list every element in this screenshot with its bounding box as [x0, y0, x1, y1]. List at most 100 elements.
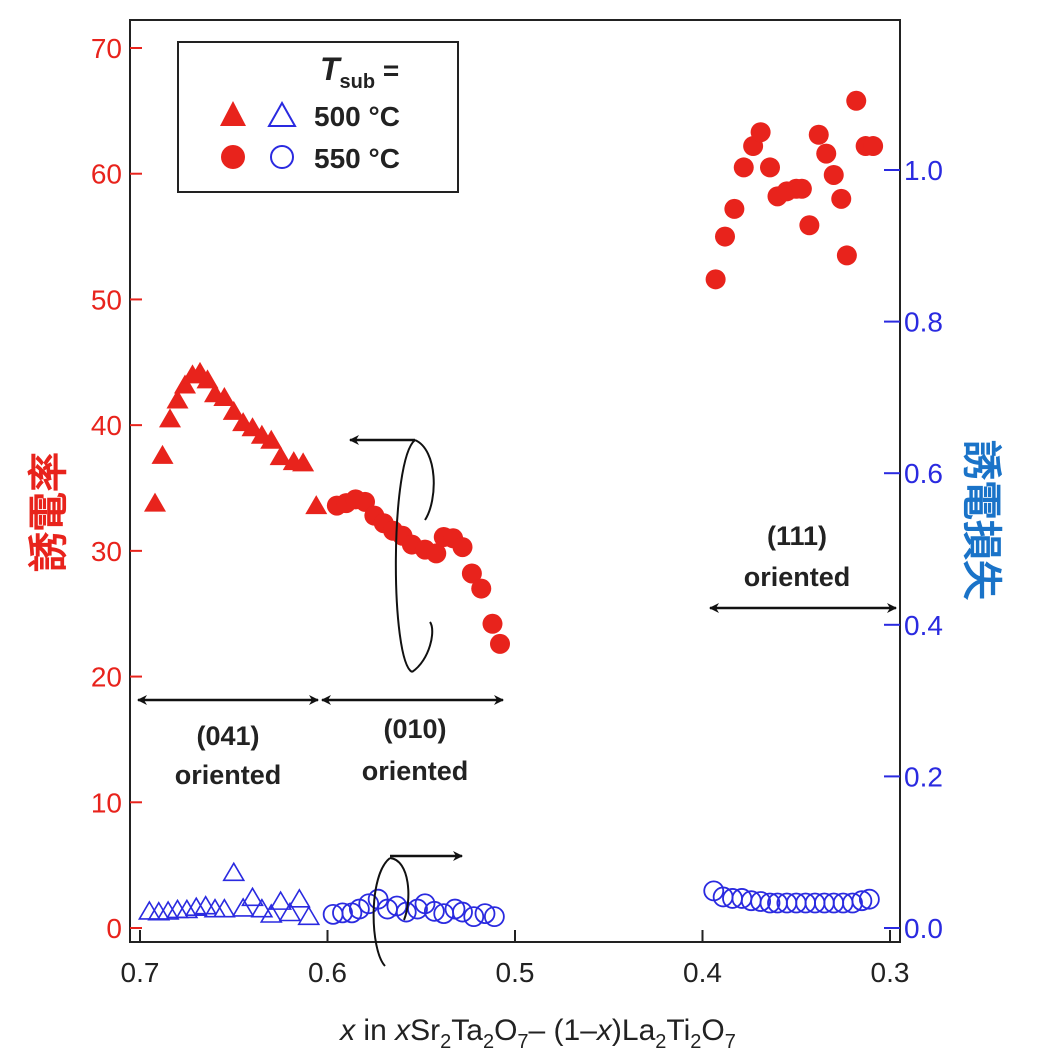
point-series-3	[858, 888, 880, 910]
point-series-0	[151, 444, 174, 464]
point-series-3	[842, 892, 863, 914]
right-axis-indicator	[372, 851, 463, 967]
annotation-111-sub: oriented	[744, 562, 851, 592]
point-series-0	[166, 389, 189, 409]
legend-marker-500-open-triangle	[267, 100, 297, 127]
point-series-1	[760, 157, 780, 178]
legend-marker-500-solid-triangle	[220, 101, 246, 126]
y-left-tick-label: 60	[91, 159, 122, 190]
y-left-tick-label: 30	[91, 536, 122, 567]
point-series-0	[144, 492, 166, 512]
point-series-3	[463, 906, 485, 928]
point-series-2	[287, 888, 311, 908]
legend-entry-550: 550 °C	[314, 143, 400, 174]
point-series-1	[750, 122, 771, 143]
point-series-2	[184, 896, 208, 916]
point-series-3	[358, 893, 380, 915]
x-tick-label: 0.6	[308, 957, 347, 988]
annotation-010-label: (010)	[383, 714, 446, 744]
point-series-0	[213, 387, 236, 407]
point-series-0	[222, 400, 245, 420]
annotation-111-label: (111)	[767, 521, 827, 551]
y-right-tick-label: 0.2	[904, 761, 943, 792]
point-series-1	[452, 537, 473, 558]
point-series-3	[759, 892, 781, 914]
point-series-3	[332, 902, 353, 924]
point-series-2	[231, 897, 255, 917]
y-right-tick-label: 0.0	[904, 913, 943, 944]
legend-box	[177, 41, 459, 193]
x-tick-label: 0.5	[496, 957, 535, 988]
point-series-3	[474, 903, 496, 924]
point-series-2	[175, 898, 199, 919]
point-series-1	[426, 543, 447, 564]
point-series-2	[259, 903, 283, 923]
point-series-3	[851, 890, 873, 912]
point-series-1	[846, 90, 867, 111]
x-axis: 0.7 0.6 0.5 0.4 0.3	[121, 930, 910, 988]
point-series-2	[269, 890, 293, 910]
point-series-1	[705, 269, 726, 290]
point-series-0	[269, 446, 292, 466]
y-left-tick-label: 10	[91, 787, 122, 818]
point-series-0	[196, 369, 219, 389]
point-series-0	[159, 408, 181, 428]
y-left-tick-label: 40	[91, 410, 122, 441]
point-series-1	[808, 124, 829, 145]
point-series-2	[250, 898, 274, 918]
y-right-tick-label: 0.8	[904, 307, 943, 338]
data-points	[137, 90, 884, 928]
point-series-1	[715, 226, 735, 247]
y-axis-left: 0 10 20 30 40 50 60 70	[91, 33, 142, 944]
legend: Tsub = 500 °C 550 °C	[177, 41, 459, 193]
annotation-010-sub: oriented	[362, 756, 469, 786]
point-series-2	[241, 886, 264, 907]
x-axis-title: x in xSr2Ta2O7– (1–x)La2Ti2O7	[338, 1014, 736, 1053]
legend-title: Tsub =	[320, 51, 399, 93]
y-axis-right-title: 誘電損失	[958, 440, 1004, 601]
point-series-1	[724, 198, 745, 219]
point-series-1	[831, 188, 852, 209]
point-series-1	[863, 136, 884, 157]
y-left-tick-label: 70	[91, 33, 122, 64]
point-series-1	[816, 143, 837, 164]
point-series-1	[836, 245, 857, 266]
point-series-1	[461, 563, 482, 584]
y-right-tick-label: 0.4	[904, 610, 943, 641]
y-right-tick-label: 1.0	[904, 155, 943, 186]
point-series-1	[471, 578, 492, 599]
point-series-0	[305, 495, 328, 515]
point-series-3	[423, 900, 445, 922]
point-series-1	[799, 215, 820, 236]
point-series-1	[791, 178, 812, 199]
y-left-tick-label: 0	[106, 913, 122, 944]
legend-entry-500: 500 °C	[314, 101, 400, 132]
point-series-0	[260, 429, 283, 449]
point-series-2	[278, 901, 302, 922]
y-right-tick-label: 0.6	[904, 458, 943, 489]
point-series-2	[137, 900, 161, 920]
point-series-3	[395, 901, 417, 923]
x-tick-label: 0.7	[121, 957, 160, 988]
point-series-0	[292, 452, 315, 472]
point-series-1	[733, 157, 754, 178]
legend-marker-550-solid-circle	[221, 145, 245, 169]
point-series-3	[750, 891, 772, 912]
legend-marker-550-open-circle	[270, 145, 294, 169]
y-left-tick-label: 50	[91, 284, 122, 315]
y-left-tick-label: 20	[91, 662, 122, 693]
point-series-3	[483, 906, 505, 928]
y-axis-left-title: 誘電率	[26, 452, 72, 572]
annotation-041-label: (041)	[196, 721, 259, 751]
point-series-1	[490, 633, 510, 654]
point-series-2	[156, 900, 180, 920]
point-series-1	[823, 164, 844, 185]
point-series-3	[452, 901, 473, 923]
point-series-1	[482, 613, 503, 634]
point-series-2	[222, 861, 246, 882]
point-series-2	[212, 898, 236, 918]
point-series-0	[174, 374, 196, 394]
x-tick-label: 0.4	[683, 957, 722, 988]
x-tick-label: 0.3	[871, 957, 910, 988]
